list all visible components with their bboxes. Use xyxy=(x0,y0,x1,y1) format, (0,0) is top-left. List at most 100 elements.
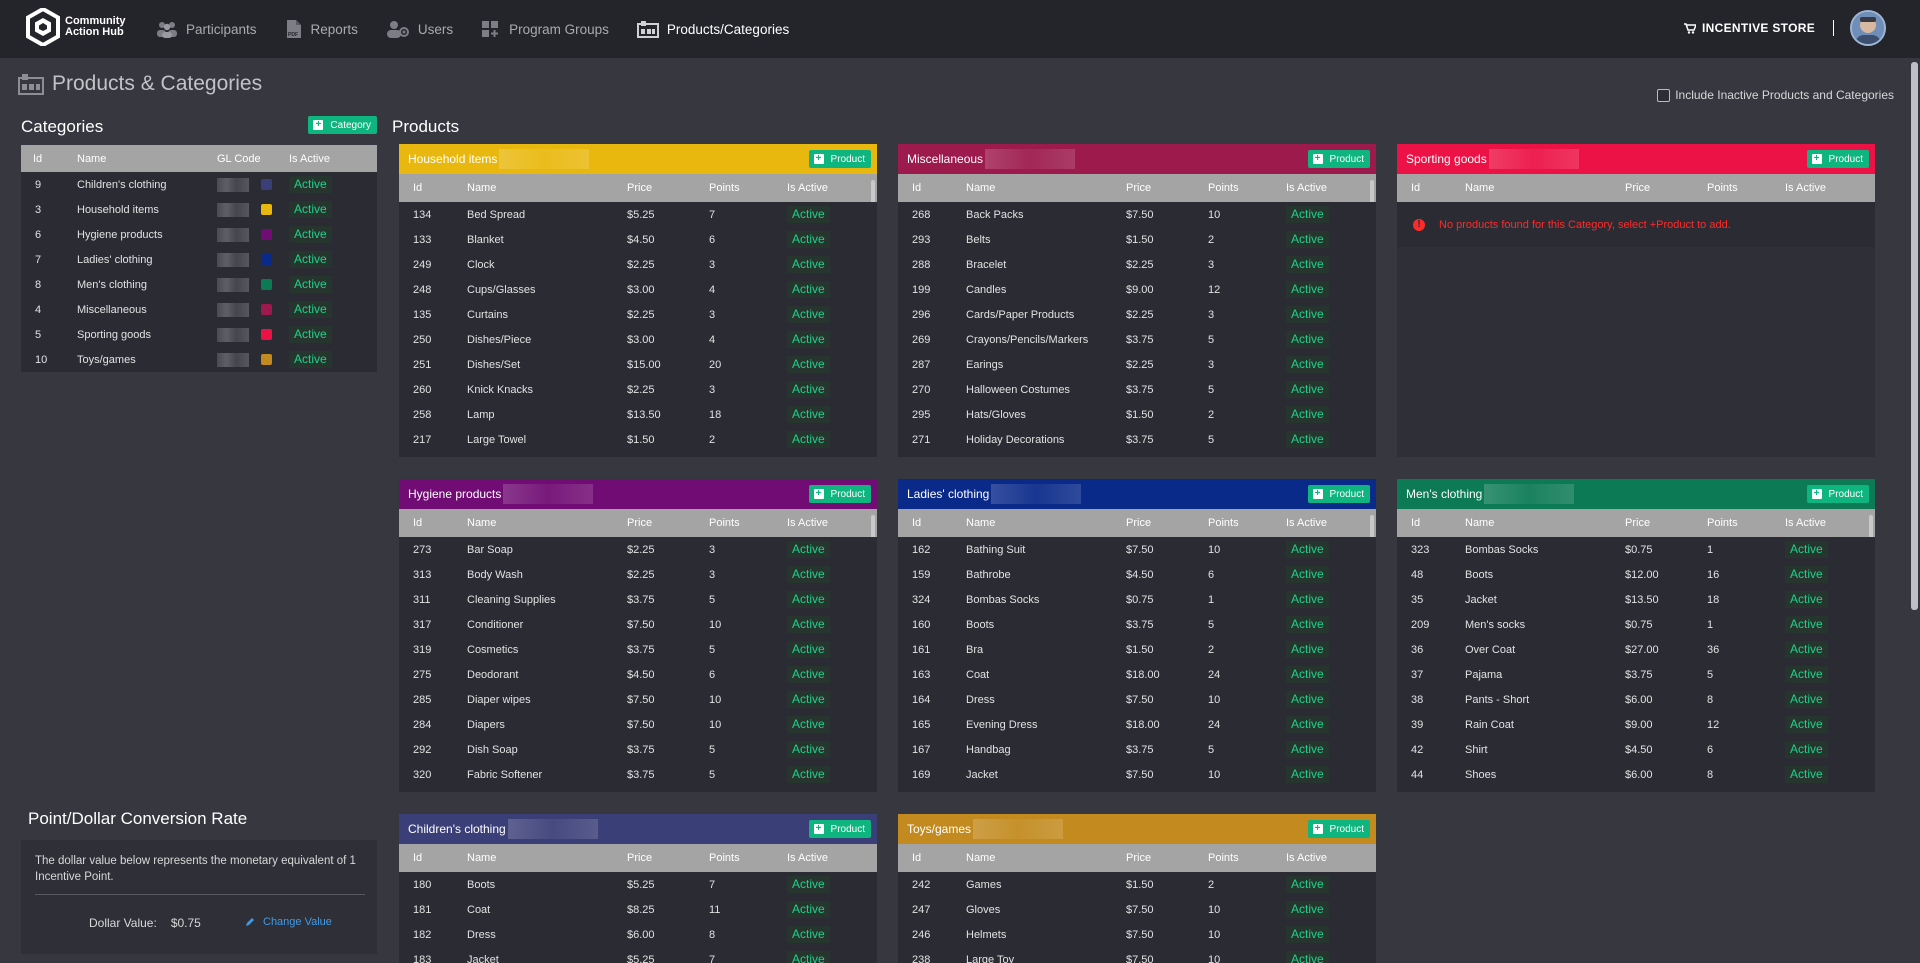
product-row[interactable]: 288 Bracelet $2.25 3 Active xyxy=(898,252,1376,277)
include-inactive-toggle[interactable]: Include Inactive Products and Categories xyxy=(1657,88,1894,102)
product-row[interactable]: 135 Curtains $2.25 3 Active xyxy=(399,302,877,327)
product-row[interactable]: 167 Handbag $3.75 5 Active xyxy=(898,737,1376,762)
product-row[interactable]: 238 Large Toy $7.50 10 Active xyxy=(898,947,1376,963)
product-row[interactable]: 317 Conditioner $7.50 10 Active xyxy=(399,612,877,637)
product-row[interactable]: 313 Body Wash $2.25 3 Active xyxy=(399,562,877,587)
product-row[interactable]: 36 Over Coat $27.00 36 Active xyxy=(1397,637,1875,662)
brand-logo[interactable]: Community Action Hub xyxy=(26,8,135,46)
product-row[interactable]: 169 Jacket $7.50 10 Active xyxy=(898,762,1376,787)
user-avatar[interactable] xyxy=(1850,10,1886,46)
product-row[interactable]: 247 Gloves $7.50 10 Active xyxy=(898,897,1376,922)
product-row[interactable]: 183 Jacket $5.25 7 Active xyxy=(399,947,877,963)
product-row[interactable]: 249 Clock $2.25 3 Active xyxy=(399,252,877,277)
product-row[interactable]: 134 Bed Spread $5.25 7 Active xyxy=(399,202,877,227)
product-row[interactable]: 159 Bathrobe $4.50 6 Active xyxy=(898,562,1376,587)
nav-users[interactable]: Users xyxy=(386,20,453,38)
nav-reports[interactable]: PDF Reports xyxy=(285,19,358,39)
product-row[interactable]: 285 Diaper wipes $7.50 10 Active xyxy=(399,687,877,712)
add-product-button[interactable]: + Product xyxy=(1307,820,1370,838)
product-row[interactable]: 275 Deodorant $4.50 6 Active xyxy=(399,662,877,687)
product-row[interactable]: 270 Halloween Costumes $3.75 5 Active xyxy=(898,377,1376,402)
category-row[interactable]: 9 Children's clothing Active xyxy=(21,172,377,197)
add-product-button[interactable]: + Product xyxy=(1806,150,1869,168)
product-row[interactable]: 133 Blanket $4.50 6 Active xyxy=(399,227,877,252)
product-name: Diapers xyxy=(467,718,505,731)
product-row[interactable]: 217 Large Towel $1.50 2 Active xyxy=(399,427,877,452)
add-product-button[interactable]: + Product xyxy=(808,485,871,503)
product-row[interactable]: 181 Coat $8.25 11 Active xyxy=(399,897,877,922)
product-row[interactable]: 42 Shirt $4.50 6 Active xyxy=(1397,737,1875,762)
is-active-cell: Active xyxy=(787,566,867,583)
active-status-badge: Active xyxy=(787,206,830,223)
product-row[interactable]: 260 Knick Knacks $2.25 3 Active xyxy=(399,377,877,402)
product-row[interactable]: 324 Bombas Socks $0.75 1 Active xyxy=(898,587,1376,612)
incentive-store-label: INCENTIVE STORE xyxy=(1702,21,1815,35)
product-row[interactable]: 293 Belts $1.50 2 Active xyxy=(898,227,1376,252)
product-table-header: Id Name Price Points Is Active xyxy=(1397,174,1875,202)
product-price: $3.75 xyxy=(1126,618,1154,631)
include-inactive-checkbox[interactable] xyxy=(1657,88,1671,102)
product-row[interactable]: 199 Candles $9.00 12 Active xyxy=(898,277,1376,302)
product-row[interactable]: 160 Boots $3.75 5 Active xyxy=(898,612,1376,637)
product-row[interactable]: 163 Coat $18.00 24 Active xyxy=(898,662,1376,687)
product-row[interactable]: 246 Helmets $7.50 10 Active xyxy=(898,922,1376,947)
product-row[interactable]: 242 Games $1.50 2 Active xyxy=(898,872,1376,897)
category-row[interactable]: 4 Miscellaneous Active xyxy=(21,297,377,322)
product-row[interactable]: 250 Dishes/Piece $3.00 4 Active xyxy=(399,327,877,352)
product-row[interactable]: 38 Pants - Short $6.00 8 Active xyxy=(1397,687,1875,712)
add-product-label: Product xyxy=(830,153,865,165)
product-row[interactable]: 164 Dress $7.50 10 Active xyxy=(898,687,1376,712)
product-row[interactable]: 251 Dishes/Set $15.00 20 Active xyxy=(399,352,877,377)
product-row[interactable]: 209 Men's socks $0.75 1 Active xyxy=(1397,612,1875,637)
product-row[interactable]: 296 Cards/Paper Products $2.25 3 Active xyxy=(898,302,1376,327)
product-price: $13.50 xyxy=(627,408,661,421)
add-product-button[interactable]: + Product xyxy=(1806,485,1869,503)
product-row[interactable]: 162 Bathing Suit $7.50 10 Active xyxy=(898,537,1376,562)
product-row[interactable]: 287 Earings $2.25 3 Active xyxy=(898,352,1376,377)
nav-products-categories[interactable]: Products/Categories xyxy=(636,20,789,38)
incentive-store-link[interactable]: INCENTIVE STORE xyxy=(1684,21,1815,35)
product-row[interactable]: 320 Fabric Softener $3.75 5 Active xyxy=(399,762,877,787)
add-product-button[interactable]: + Product xyxy=(808,150,871,168)
product-row[interactable]: 44 Shoes $6.00 8 Active xyxy=(1397,762,1875,787)
product-row[interactable]: 292 Dish Soap $3.75 5 Active xyxy=(399,737,877,762)
product-row[interactable]: 165 Evening Dress $18.00 24 Active xyxy=(898,712,1376,737)
product-row[interactable]: 269 Crayons/Pencils/Markers $3.75 5 Active xyxy=(898,327,1376,352)
plus-icon: + xyxy=(1811,154,1822,164)
product-row[interactable]: 182 Dress $6.00 8 Active xyxy=(399,922,877,947)
product-row[interactable]: 311 Cleaning Supplies $3.75 5 Active xyxy=(399,587,877,612)
add-product-button[interactable]: + Product xyxy=(1307,485,1370,503)
product-row[interactable]: 268 Back Packs $7.50 10 Active xyxy=(898,202,1376,227)
product-row[interactable]: 39 Rain Coat $9.00 12 Active xyxy=(1397,712,1875,737)
product-card-title: Toys/games xyxy=(907,822,972,836)
page-scrollbar[interactable] xyxy=(1911,62,1918,610)
product-points: 2 xyxy=(1208,233,1215,246)
product-row[interactable]: 35 Jacket $13.50 18 Active xyxy=(1397,587,1875,612)
category-row[interactable]: 8 Men's clothing Active xyxy=(21,272,377,297)
product-row[interactable]: 258 Lamp $13.50 18 Active xyxy=(399,402,877,427)
nav-program-groups[interactable]: Program Groups xyxy=(481,20,609,38)
product-row[interactable]: 284 Diapers $7.50 10 Active xyxy=(399,712,877,737)
product-row[interactable]: 319 Cosmetics $3.75 5 Active xyxy=(399,637,877,662)
add-category-button[interactable]: + Category xyxy=(308,116,377,134)
add-product-button[interactable]: + Product xyxy=(1307,150,1370,168)
category-row[interactable]: 10 Toys/games Active xyxy=(21,347,377,372)
nav-participants[interactable]: Participants xyxy=(156,20,257,38)
change-value-link[interactable]: Change Value xyxy=(245,916,332,928)
product-row[interactable]: 161 Bra $1.50 2 Active xyxy=(898,637,1376,662)
product-row[interactable]: 248 Cups/Glasses $3.00 4 Active xyxy=(399,277,877,302)
product-row[interactable]: 37 Pajama $3.75 5 Active xyxy=(1397,662,1875,687)
category-row[interactable]: 6 Hygiene products Active xyxy=(21,222,377,247)
product-row[interactable]: 295 Hats/Gloves $1.50 2 Active xyxy=(898,402,1376,427)
product-name: Crayons/Pencils/Markers xyxy=(966,333,1089,346)
product-row[interactable]: 180 Boots $5.25 7 Active xyxy=(399,872,877,897)
category-row[interactable]: 5 Sporting goods Active xyxy=(21,322,377,347)
product-row[interactable]: 271 Holiday Decorations $3.75 5 Active xyxy=(898,427,1376,452)
product-row[interactable]: 323 Bombas Socks $0.75 1 Active xyxy=(1397,537,1875,562)
product-row[interactable]: 273 Bar Soap $2.25 3 Active xyxy=(399,537,877,562)
add-product-button[interactable]: + Product xyxy=(808,820,871,838)
product-row[interactable]: 48 Boots $12.00 16 Active xyxy=(1397,562,1875,587)
product-points: 1 xyxy=(1208,593,1215,606)
category-row[interactable]: 3 Household items Active xyxy=(21,197,377,222)
category-row[interactable]: 7 Ladies' clothing Active xyxy=(21,247,377,272)
